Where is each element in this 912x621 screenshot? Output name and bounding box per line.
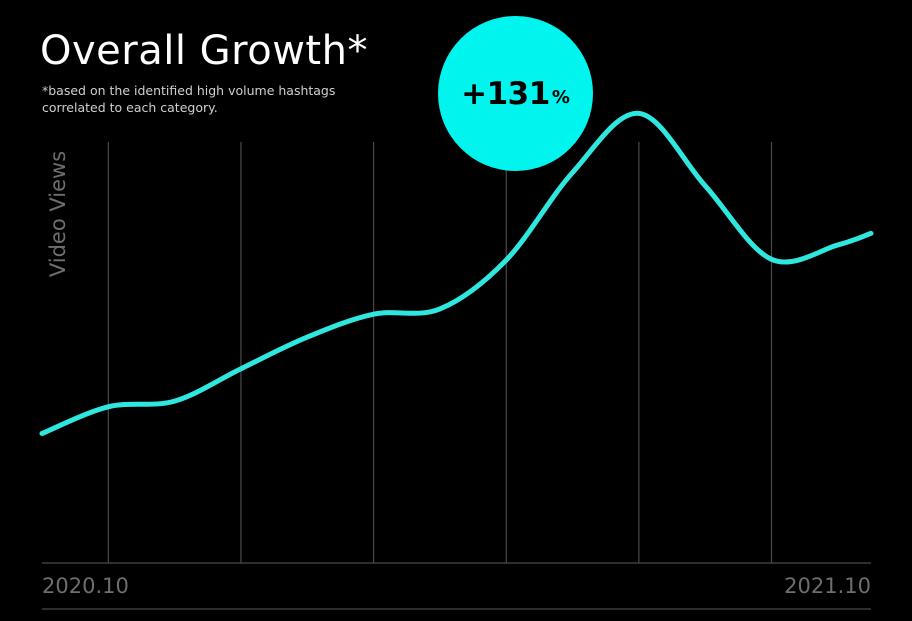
- chart-footnote: *based on the identified high volume has…: [42, 82, 335, 116]
- growth-value: +131: [461, 75, 550, 112]
- growth-unit: %: [551, 87, 570, 108]
- y-axis-label: Video Views: [46, 151, 70, 277]
- series-line-video-views: [39, 110, 874, 436]
- footnote-line-1: *based on the identified high volume has…: [42, 83, 336, 98]
- x-tick-label-start: 2020.10: [42, 574, 129, 598]
- x-tick-label-end: 2021.10: [784, 574, 871, 598]
- growth-percent-badge: +131 %: [438, 16, 593, 171]
- grid-lines: [107, 142, 773, 563]
- footnote-line-2: correlated to each category.: [42, 100, 218, 115]
- chart-title: Overall Growth*: [40, 28, 368, 74]
